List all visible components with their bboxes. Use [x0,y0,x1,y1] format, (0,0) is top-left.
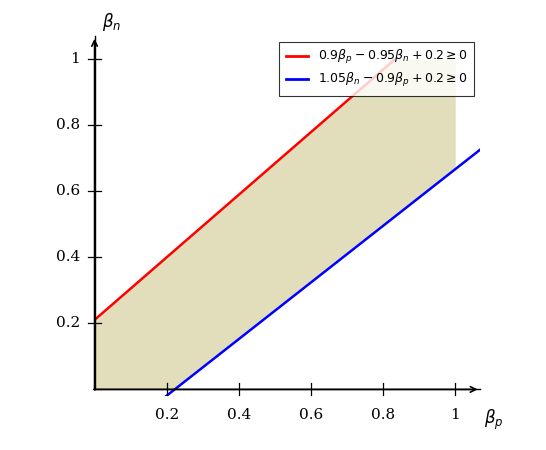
Text: 0.6: 0.6 [299,408,323,422]
Text: 0.4: 0.4 [56,250,80,264]
Text: $\beta_p$: $\beta_p$ [484,408,503,432]
Text: 0.6: 0.6 [56,184,80,198]
Text: 0.8: 0.8 [371,408,395,422]
Text: 0.2: 0.2 [155,408,179,422]
Text: 0.2: 0.2 [56,316,80,330]
Text: $\beta_n$: $\beta_n$ [102,11,121,33]
Text: 1: 1 [450,408,460,422]
Text: 0.4: 0.4 [227,408,251,422]
Text: 0.8: 0.8 [56,118,80,132]
Legend: $0.9\beta_p - 0.95\beta_n + 0.2 \geq 0$, $1.05\beta_n - 0.9\beta_p + 0.2 \geq 0$: $0.9\beta_p - 0.95\beta_n + 0.2 \geq 0$,… [280,42,474,96]
Text: 1: 1 [70,52,80,66]
